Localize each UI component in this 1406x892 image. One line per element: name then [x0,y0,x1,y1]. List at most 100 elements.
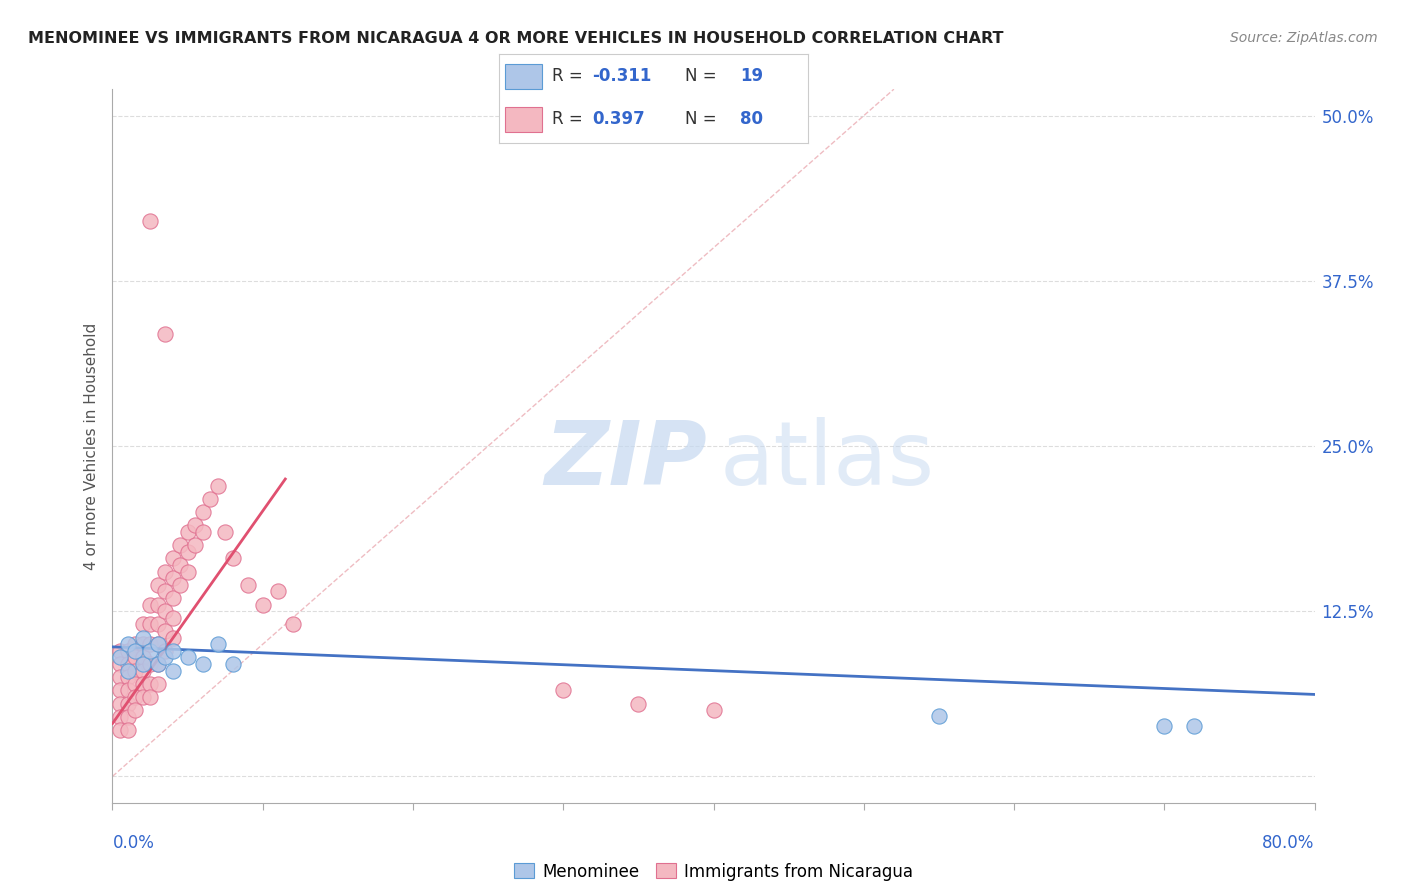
Point [184,538,207,552]
Point [139,644,162,658]
Point [1153,719,1175,733]
Point [146,657,169,671]
Point [176,524,198,539]
Point [222,551,245,566]
Point [162,611,184,625]
Point [198,491,221,506]
Text: ZIP: ZIP [544,417,707,504]
Point [153,624,176,638]
Point [117,637,139,651]
Text: 0.397: 0.397 [592,110,645,128]
Point [117,657,139,671]
Text: -0.311: -0.311 [592,67,651,85]
Point [153,584,176,599]
Point [124,650,146,665]
Text: 19: 19 [741,67,763,85]
Point [124,664,146,678]
Point [108,723,131,738]
Point [162,571,184,585]
Text: MENOMINEE VS IMMIGRANTS FROM NICARAGUA 4 OR MORE VEHICLES IN HOUSEHOLD CORRELATI: MENOMINEE VS IMMIGRANTS FROM NICARAGUA 4… [28,31,1004,46]
Point [222,657,245,671]
Point [146,637,169,651]
Point [108,670,131,684]
Point [702,703,725,717]
Point [153,604,176,618]
Point [153,650,176,665]
Point [207,478,229,492]
Legend: Menominee, Immigrants from Nicaragua: Menominee, Immigrants from Nicaragua [508,856,920,888]
Point [176,650,198,665]
Text: 80: 80 [741,110,763,128]
Point [162,591,184,605]
Point [146,657,169,671]
Point [131,637,153,651]
Point [191,657,214,671]
Point [139,598,162,612]
Point [117,710,139,724]
Point [162,631,184,645]
Point [1184,719,1206,733]
Point [108,710,131,724]
Point [117,723,139,738]
Point [176,545,198,559]
Point [139,214,162,228]
Point [153,326,176,341]
Point [131,631,153,645]
Point [214,524,236,539]
Point [117,644,139,658]
Point [146,637,169,651]
Point [131,617,153,632]
Point [117,697,139,711]
Point [153,644,176,658]
Point [207,637,229,651]
Point [117,683,139,698]
Text: atlas: atlas [720,417,935,504]
Point [236,578,259,592]
Text: Source: ZipAtlas.com: Source: ZipAtlas.com [1230,31,1378,45]
Point [131,664,153,678]
Point [131,657,153,671]
Point [139,657,162,671]
Point [184,518,207,533]
Text: R =: R = [551,110,588,128]
Point [124,644,146,658]
Point [176,565,198,579]
Point [162,551,184,566]
Point [139,637,162,651]
Point [928,708,950,723]
Point [139,617,162,632]
Point [139,690,162,704]
Point [191,524,214,539]
Text: R =: R = [551,67,588,85]
Point [146,598,169,612]
Point [124,690,146,704]
Point [169,538,191,552]
Point [131,677,153,691]
Bar [505,107,543,132]
Point [108,697,131,711]
Point [267,584,290,599]
Point [108,657,131,671]
Text: N =: N = [685,110,721,128]
Text: 0.0%: 0.0% [112,834,155,852]
Text: N =: N = [685,67,721,85]
Point [108,683,131,698]
Point [146,677,169,691]
Point [108,644,131,658]
Point [117,670,139,684]
Text: 80.0%: 80.0% [1263,834,1315,852]
Point [146,578,169,592]
Point [146,617,169,632]
Point [281,617,304,632]
Point [153,565,176,579]
Point [162,664,184,678]
Point [252,598,274,612]
Point [191,505,214,519]
Point [169,578,191,592]
Point [627,697,650,711]
Point [124,637,146,651]
Y-axis label: 4 or more Vehicles in Household: 4 or more Vehicles in Household [84,322,100,570]
Point [124,703,146,717]
Point [108,650,131,665]
Point [124,677,146,691]
